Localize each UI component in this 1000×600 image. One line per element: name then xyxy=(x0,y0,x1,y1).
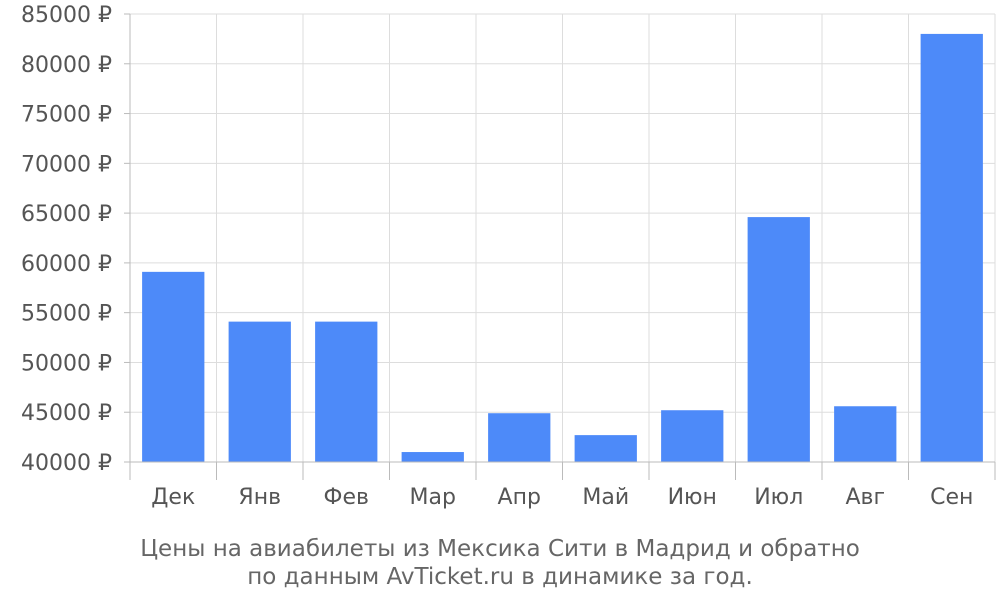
y-tick-label: 55000 ₽ xyxy=(21,302,112,327)
bar-9 xyxy=(834,406,897,462)
x-tick-label: Дек xyxy=(151,485,195,510)
bar-1 xyxy=(142,271,205,462)
bar-4 xyxy=(401,452,464,462)
bar-5 xyxy=(488,413,551,462)
x-tick-label: Авг xyxy=(845,485,885,510)
chart-caption-line-1: Цены на авиабилеты из Мексика Сити в Мад… xyxy=(140,536,860,562)
y-tick-label: 60000 ₽ xyxy=(21,252,112,277)
x-tick-label: Сен xyxy=(930,485,973,510)
y-tick-label: 40000 ₽ xyxy=(21,451,112,476)
axes xyxy=(124,13,996,480)
bars xyxy=(142,33,983,463)
bar-3 xyxy=(315,321,378,462)
bar-8 xyxy=(747,217,810,462)
bar-6 xyxy=(574,435,637,462)
x-tick-label: Фев xyxy=(324,485,369,510)
bar-7 xyxy=(661,410,724,462)
y-tick-label: 70000 ₽ xyxy=(21,152,112,177)
x-tick-label: Мар xyxy=(410,485,456,510)
bar-2 xyxy=(228,321,291,462)
y-tick-label: 85000 ₽ xyxy=(21,3,112,28)
y-tick-label: 50000 ₽ xyxy=(21,351,112,376)
x-tick-label: Май xyxy=(582,485,629,510)
y-tick-label: 65000 ₽ xyxy=(21,202,112,227)
chart-caption-line-2: по данным AvTicket.ru в динамике за год. xyxy=(247,564,753,590)
x-tick-label: Июл xyxy=(754,485,803,510)
y-tick-labels: 40000 ₽ 45000 ₽ 50000 ₽ 55000 ₽ 60000 ₽ 65000… xyxy=(21,3,112,476)
x-tick-label: Июн xyxy=(668,485,717,510)
y-tick-label: 45000 ₽ xyxy=(21,401,112,426)
x-tick-label: Янв xyxy=(238,485,281,510)
x-tick-label: Апр xyxy=(498,485,541,510)
y-tick-label: 75000 ₽ xyxy=(21,103,112,128)
bar-10 xyxy=(920,33,983,463)
y-tick-label: 80000 ₽ xyxy=(21,53,112,78)
x-tick-labels: Дек Янв Фев Мар Апр Май Июн Июл Авг Сен xyxy=(151,485,973,510)
